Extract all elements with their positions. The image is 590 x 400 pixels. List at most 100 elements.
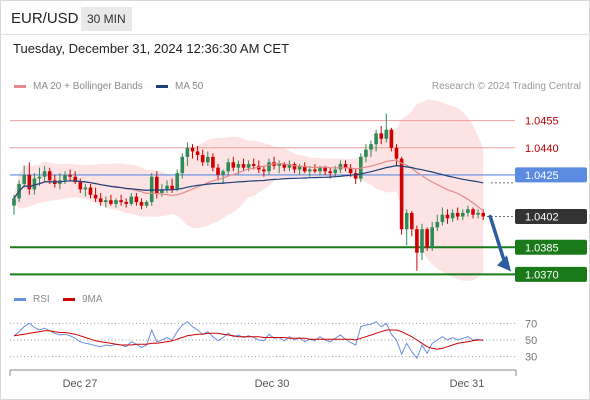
header-divider bbox=[0, 34, 590, 35]
rsi-swatch bbox=[14, 298, 26, 301]
candle-body bbox=[47, 171, 52, 181]
candle-body bbox=[12, 198, 16, 206]
candle-body bbox=[231, 162, 236, 168]
candle bbox=[374, 129, 378, 152]
candle-body bbox=[461, 212, 465, 217]
ma50-swatch bbox=[156, 85, 168, 88]
candle-body bbox=[399, 158, 404, 230]
candle bbox=[231, 156, 236, 172]
candle bbox=[450, 209, 455, 222]
candle-body bbox=[389, 129, 394, 148]
candle bbox=[73, 171, 77, 184]
candle bbox=[251, 158, 256, 170]
candle bbox=[221, 169, 225, 184]
candle-body bbox=[73, 176, 77, 183]
candle-body bbox=[338, 164, 343, 170]
candle-body bbox=[216, 167, 220, 175]
candle-body bbox=[211, 156, 215, 168]
candle bbox=[461, 209, 465, 221]
candle-body bbox=[78, 182, 83, 190]
candle-body bbox=[98, 198, 103, 203]
candle bbox=[185, 142, 190, 166]
candle-body bbox=[404, 212, 409, 230]
candle bbox=[134, 193, 139, 206]
level-label-box bbox=[515, 167, 587, 183]
candle-body bbox=[445, 214, 450, 219]
candle bbox=[83, 183, 88, 197]
candle bbox=[22, 165, 26, 188]
candle-body bbox=[348, 167, 353, 174]
candle-body bbox=[195, 151, 200, 156]
candle-body bbox=[379, 133, 383, 139]
rsi-line bbox=[13, 321, 484, 360]
candle bbox=[435, 214, 440, 231]
level-label: 1.0425 bbox=[525, 170, 559, 182]
candle-body bbox=[369, 144, 373, 150]
x-tick-label: Dec 30 bbox=[255, 378, 290, 390]
candle bbox=[32, 173, 37, 195]
candle bbox=[267, 158, 271, 175]
forecast-arrow-head bbox=[497, 255, 511, 272]
candle-body bbox=[22, 174, 26, 184]
candle bbox=[170, 178, 174, 193]
candle bbox=[206, 151, 210, 166]
candle-body bbox=[124, 202, 128, 204]
candle-body bbox=[63, 174, 67, 181]
candle-body bbox=[160, 189, 164, 193]
candle bbox=[211, 153, 215, 172]
candle-body bbox=[323, 167, 327, 172]
candle-body bbox=[430, 227, 434, 248]
candle-body bbox=[313, 169, 317, 172]
candle-body bbox=[236, 164, 241, 168]
candle bbox=[389, 127, 394, 152]
rsi-tick-label: 50 bbox=[525, 335, 537, 347]
candle-body bbox=[32, 178, 37, 190]
candle bbox=[369, 140, 373, 157]
candle-body bbox=[68, 174, 72, 177]
candle bbox=[124, 198, 128, 208]
candle bbox=[364, 144, 368, 163]
ma20-swatch bbox=[14, 85, 26, 88]
candle bbox=[302, 162, 307, 174]
candle-body bbox=[134, 196, 139, 203]
x-tick-label: Dec 27 bbox=[63, 378, 98, 390]
rsi-ma-swatch bbox=[63, 298, 75, 301]
symbol-title: EUR/USD bbox=[11, 10, 79, 27]
candle-body bbox=[165, 185, 169, 190]
bollinger-band bbox=[14, 99, 484, 281]
legend-ma50: MA 50 bbox=[175, 81, 204, 92]
candle-body bbox=[155, 176, 159, 193]
legend-rsi: RSI bbox=[33, 294, 50, 305]
candle bbox=[139, 198, 144, 210]
candle bbox=[27, 162, 32, 195]
ma50-line bbox=[13, 164, 484, 199]
candle-body bbox=[481, 212, 485, 217]
legend-rsi-ma: 9MA bbox=[82, 294, 103, 305]
level-label-box bbox=[515, 209, 587, 225]
forecast-arrow-shaft bbox=[488, 214, 507, 266]
candle-body bbox=[384, 129, 389, 139]
candle bbox=[119, 194, 123, 206]
level-label: 1.0370 bbox=[525, 269, 559, 281]
candle-body bbox=[333, 169, 338, 174]
candle-body bbox=[185, 147, 190, 157]
candle-body bbox=[343, 164, 348, 168]
candle bbox=[129, 193, 134, 206]
candle-body bbox=[318, 167, 322, 172]
candle-body bbox=[466, 209, 470, 213]
candle-body bbox=[109, 200, 113, 204]
candle-body bbox=[297, 165, 302, 170]
rsi-ma-line bbox=[13, 329, 484, 350]
candle bbox=[180, 153, 185, 179]
timeframe-badge[interactable]: 30 MIN bbox=[81, 7, 132, 31]
candle bbox=[42, 165, 47, 183]
candle bbox=[420, 223, 424, 260]
candle bbox=[379, 126, 383, 145]
candle-body bbox=[93, 194, 98, 199]
credit-text: Research © 2024 Trading Central bbox=[431, 81, 581, 92]
candle-body bbox=[394, 147, 399, 159]
candle-body bbox=[221, 171, 225, 175]
candle-body bbox=[251, 164, 256, 166]
candle bbox=[445, 209, 450, 224]
